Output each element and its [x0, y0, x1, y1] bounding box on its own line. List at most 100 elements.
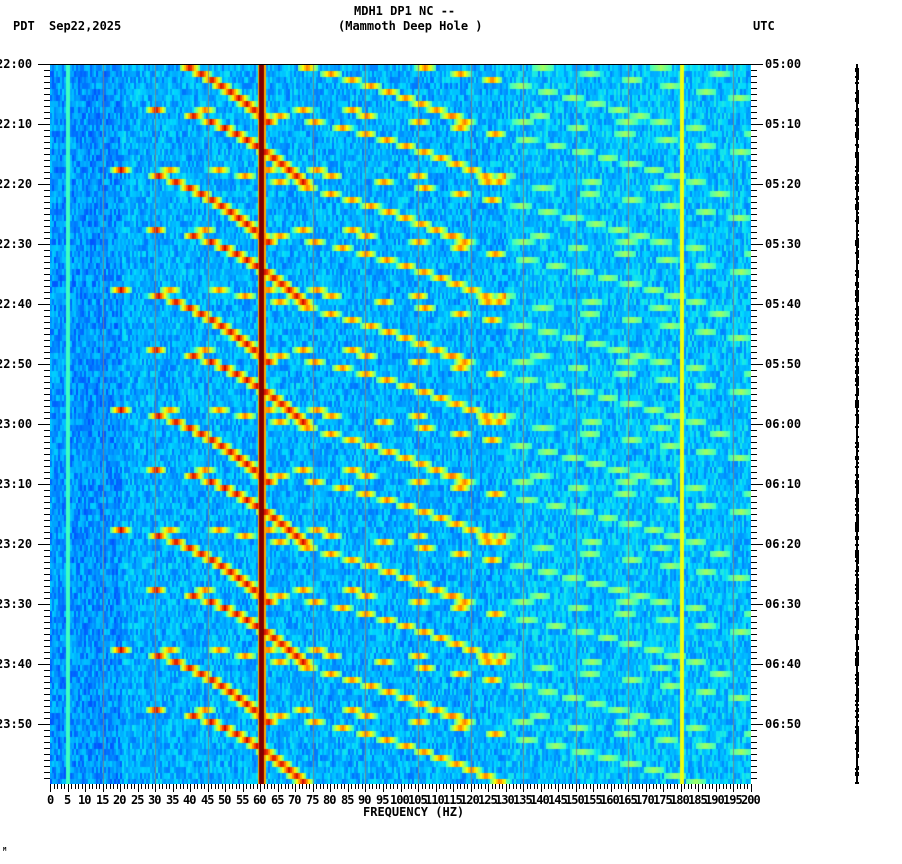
freq-tick — [386, 784, 387, 789]
left-tick — [44, 640, 50, 641]
left-tick — [44, 154, 50, 155]
frequency-axis-label: FREQUENCY (HZ) — [363, 806, 464, 818]
left-time-label: 22:00 — [0, 58, 32, 70]
right-tick — [751, 334, 757, 335]
freq-tick — [649, 784, 650, 789]
right-tick — [751, 532, 757, 533]
right-tick — [751, 538, 757, 539]
right-tick — [751, 778, 757, 779]
freq-tick — [733, 784, 734, 792]
freq-tick — [534, 784, 535, 789]
freq-tick — [677, 784, 678, 789]
right-tick — [751, 130, 757, 131]
freq-tick — [712, 784, 713, 789]
freq-tick — [271, 784, 272, 789]
freq-tick — [68, 784, 69, 792]
freq-tick — [194, 784, 195, 789]
right-tick — [751, 100, 757, 101]
right-tick — [751, 550, 757, 551]
right-tick — [751, 124, 763, 125]
freq-label: 5 — [64, 794, 70, 806]
freq-tick — [639, 784, 640, 789]
left-time-label: 23:30 — [0, 598, 32, 610]
left-tick — [44, 592, 50, 593]
freq-tick — [313, 784, 314, 792]
right-tick — [751, 262, 757, 263]
freq-tick — [663, 784, 664, 792]
left-tick — [38, 544, 50, 545]
left-tick — [44, 490, 50, 491]
freq-tick — [674, 784, 675, 789]
right-tick — [751, 340, 757, 341]
freq-label: 80 — [323, 794, 335, 806]
left-tick — [38, 244, 50, 245]
freq-tick — [621, 784, 622, 789]
left-tick — [44, 334, 50, 335]
freq-tick — [320, 784, 321, 789]
left-tick — [44, 220, 50, 221]
freq-tick — [337, 784, 338, 789]
right-tick — [751, 562, 757, 563]
freq-tick — [365, 784, 366, 792]
freq-tick — [730, 784, 731, 789]
freq-tick — [306, 784, 307, 789]
freq-tick — [222, 784, 223, 789]
freq-tick — [492, 784, 493, 789]
right-tick — [751, 436, 757, 437]
left-tick — [44, 352, 50, 353]
right-tick — [751, 526, 757, 527]
freq-tick — [383, 784, 384, 792]
freq-tick — [183, 784, 184, 789]
left-tick — [44, 406, 50, 407]
freq-tick — [488, 784, 489, 792]
left-tick — [44, 100, 50, 101]
right-tick — [751, 136, 757, 137]
left-tick — [44, 538, 50, 539]
freq-tick — [376, 784, 377, 789]
freq-tick — [285, 784, 286, 789]
freq-tick — [432, 784, 433, 789]
freq-label: 25 — [131, 794, 143, 806]
left-tick — [44, 172, 50, 173]
freq-label: 70 — [288, 794, 300, 806]
left-tick — [44, 166, 50, 167]
freq-tick — [96, 784, 97, 789]
right-tick — [751, 634, 757, 635]
freq-tick — [544, 784, 545, 789]
left-tick — [44, 118, 50, 119]
right-tick — [751, 718, 757, 719]
right-timezone: UTC — [753, 20, 775, 32]
freq-tick — [688, 784, 689, 789]
right-tick — [751, 628, 757, 629]
right-tick — [751, 502, 757, 503]
right-tick — [751, 202, 757, 203]
right-tick — [751, 706, 757, 707]
freq-tick — [670, 784, 671, 789]
left-tick — [38, 124, 50, 125]
left-time-label: 23:00 — [0, 418, 32, 430]
freq-tick — [611, 784, 612, 792]
left-tick — [44, 778, 50, 779]
freq-label: 155 — [583, 794, 602, 806]
right-tick — [751, 226, 757, 227]
right-tick — [751, 580, 757, 581]
left-tick — [44, 496, 50, 497]
freq-tick — [78, 784, 79, 789]
freq-tick — [425, 784, 426, 789]
freq-tick — [372, 784, 373, 789]
left-tick — [44, 88, 50, 89]
freq-tick — [379, 784, 380, 789]
freq-tick — [288, 784, 289, 789]
freq-tick — [113, 784, 114, 789]
right-tick — [751, 556, 757, 557]
freq-tick — [257, 784, 258, 789]
left-time-label: 23:50 — [0, 718, 32, 730]
freq-tick — [187, 784, 188, 789]
left-tick — [44, 754, 50, 755]
freq-label: 175 — [653, 794, 672, 806]
freq-tick — [551, 784, 552, 789]
right-tick — [751, 700, 757, 701]
freq-tick — [509, 784, 510, 789]
freq-tick — [190, 784, 191, 792]
left-tick — [44, 766, 50, 767]
